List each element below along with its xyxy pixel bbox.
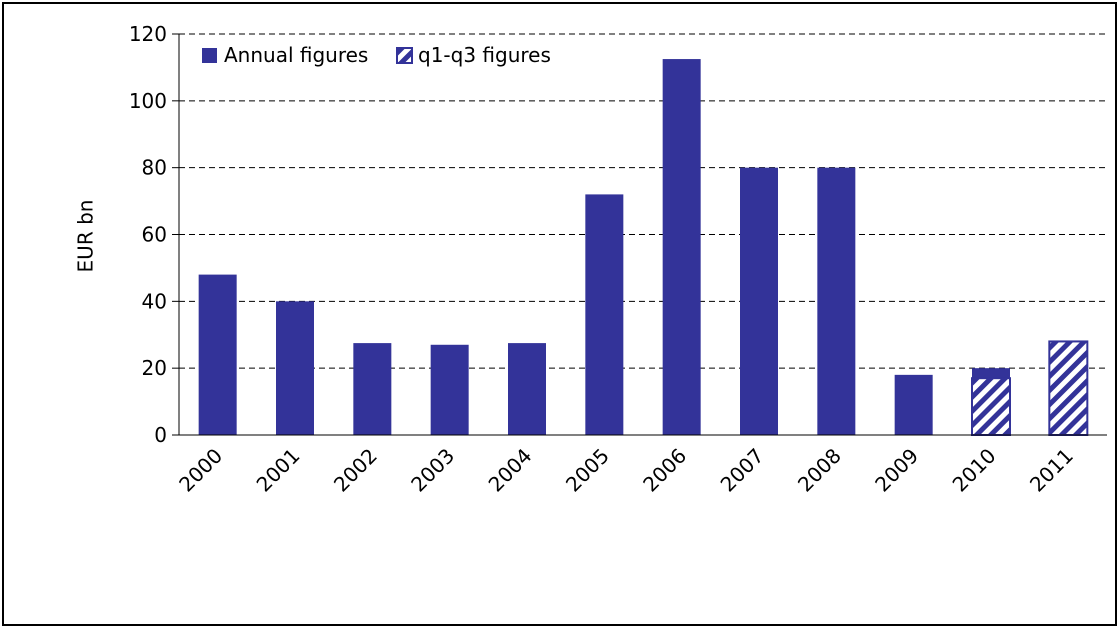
bar-q1-q3 bbox=[971, 377, 1011, 437]
bar-annual bbox=[894, 374, 933, 435]
legend-label-q1-q3: q1-q3 figures bbox=[418, 43, 551, 67]
y-axis-title: EUR bn bbox=[74, 200, 98, 273]
bar-annual bbox=[508, 343, 546, 435]
x-tick-label: 2011 bbox=[1025, 444, 1078, 497]
x-tick-label: 2003 bbox=[406, 444, 459, 497]
bar-annual bbox=[353, 343, 392, 435]
x-tick-label: 2000 bbox=[174, 444, 227, 497]
bar-q1-q3 bbox=[1048, 340, 1089, 436]
x-tick-label: 2006 bbox=[638, 444, 691, 497]
x-tick-label: 2007 bbox=[716, 444, 769, 497]
bars bbox=[198, 59, 1089, 437]
bar-annual bbox=[817, 167, 856, 435]
y-tick-label: 60 bbox=[142, 223, 167, 247]
y-tick-label: 0 bbox=[154, 423, 167, 447]
legend-swatch-q1-q3 bbox=[396, 47, 413, 64]
bar-annual bbox=[585, 194, 624, 435]
y-tick-label: 20 bbox=[142, 356, 167, 380]
x-tick-label: 2009 bbox=[870, 444, 923, 497]
x-tick-label: 2001 bbox=[252, 444, 305, 497]
legend-swatch-annual bbox=[202, 48, 217, 63]
y-tick-label: 80 bbox=[142, 156, 167, 180]
x-tick-label: 2010 bbox=[948, 444, 1001, 497]
bar-annual bbox=[662, 59, 701, 435]
x-tick-label: 2005 bbox=[561, 444, 614, 497]
bar-chart: 0 20 40 60 80 100 120 2000 2001 2002 2003 2004 2005 2… bbox=[74, 22, 1107, 497]
bar-annual bbox=[198, 274, 237, 435]
bar-annual bbox=[276, 301, 314, 435]
legend: Annual figures q1-q3 figures bbox=[202, 43, 551, 67]
gridlines bbox=[179, 33, 1107, 369]
y-tick-label: 100 bbox=[129, 89, 167, 113]
x-tick-label: 2008 bbox=[793, 444, 846, 497]
x-tick-label: 2002 bbox=[329, 444, 382, 497]
bar-annual bbox=[430, 344, 469, 435]
legend-label-annual: Annual figures bbox=[224, 43, 368, 67]
x-tick-label: 2004 bbox=[484, 444, 537, 497]
y-tick-label: 120 bbox=[129, 22, 167, 46]
bar-annual bbox=[740, 167, 778, 435]
y-tick-label: 40 bbox=[142, 289, 167, 313]
